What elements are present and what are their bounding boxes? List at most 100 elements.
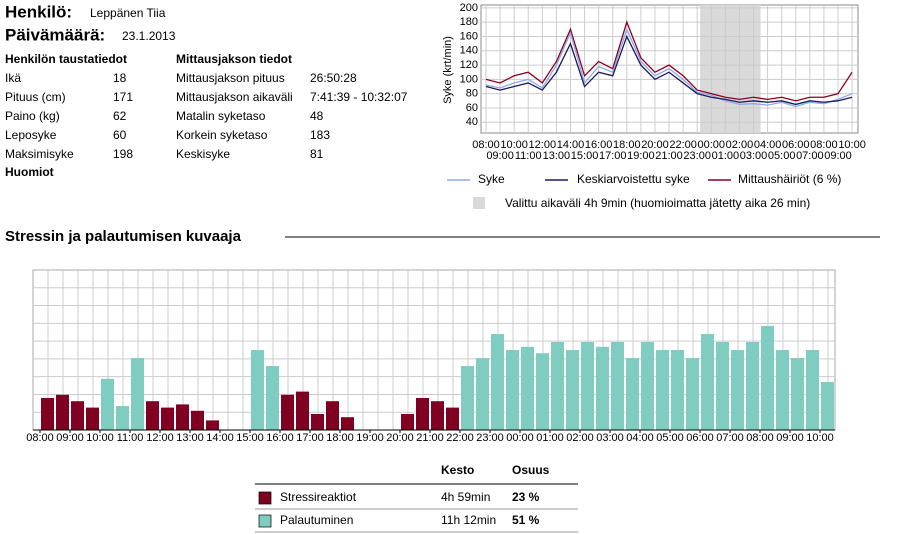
info-value: 7:41:39 - 10:32:07 (310, 90, 408, 104)
x-tick-label: 18:00 (326, 432, 354, 444)
x-tick-label: 04:00 (626, 432, 654, 444)
bar (746, 342, 759, 430)
bar (626, 358, 639, 430)
bar (731, 350, 744, 430)
x-tick-label: 10:00 (500, 139, 528, 151)
y-axis-label: Syke (krt/min) (442, 36, 454, 104)
summary-header: Osuus (512, 463, 550, 477)
bar (251, 350, 264, 430)
info-value: 18 (113, 71, 127, 85)
x-tick-label: 10:00 (806, 432, 834, 444)
bar (611, 342, 624, 430)
bar (146, 401, 159, 430)
y-tick-label: 40 (466, 116, 478, 128)
bar (656, 350, 669, 430)
bar (686, 358, 699, 430)
bar (86, 407, 99, 430)
x-tick-label: 01:00 (712, 150, 740, 162)
bar (296, 391, 309, 430)
bar (311, 414, 324, 430)
bar (266, 366, 279, 430)
summary-duration: 11h 12min (441, 513, 496, 527)
bar (476, 358, 489, 430)
legend-swatch (258, 491, 272, 505)
y-tick-label: 200 (460, 2, 478, 14)
x-tick-label: 14:00 (206, 432, 234, 444)
x-tick-label: 22:00 (446, 432, 474, 444)
x-tick-label: 09:00 (824, 150, 852, 162)
bar (536, 353, 549, 430)
info-label: Keskisyke (176, 147, 230, 161)
x-tick-label: 15:00 (571, 150, 599, 162)
person-name: Leppänen Tiia (90, 6, 166, 20)
info-label: Leposyke (5, 128, 57, 142)
x-tick-label: 04:00 (754, 139, 782, 151)
background-title: Henkilön taustatiedot (5, 52, 127, 66)
x-tick-label: 19:00 (627, 150, 655, 162)
bar (161, 407, 174, 430)
y-tick-label: 120 (460, 59, 478, 71)
x-tick-label: 08:00 (472, 139, 500, 151)
bar (191, 410, 204, 430)
y-tick-label: 80 (466, 88, 478, 100)
bar (641, 342, 654, 430)
bar (551, 342, 564, 430)
x-tick-label: 10:00 (86, 432, 114, 444)
bar (116, 406, 129, 430)
bar (791, 358, 804, 430)
x-tick-label: 19:00 (356, 432, 384, 444)
y-tick-label: 140 (460, 45, 478, 57)
bar (176, 404, 189, 430)
bar (41, 398, 54, 430)
x-tick-label: 13:00 (543, 150, 571, 162)
x-tick-label: 09:00 (486, 150, 514, 162)
bar (581, 342, 594, 430)
legend-label: Valittu aikaväli 4h 9min (huomioimatta j… (505, 196, 810, 210)
x-tick-label: 20:00 (641, 139, 669, 151)
x-tick-label: 21:00 (655, 150, 683, 162)
bar (821, 382, 834, 430)
x-tick-label: 09:00 (56, 432, 84, 444)
x-tick-label: 05:00 (656, 432, 684, 444)
x-tick-label: 10:00 (838, 139, 866, 151)
x-tick-label: 17:00 (599, 150, 627, 162)
hr-line (485, 20, 853, 102)
bar (671, 350, 684, 430)
x-tick-label: 16:00 (266, 432, 294, 444)
x-tick-label: 18:00 (613, 139, 641, 151)
legend-swatch (473, 197, 485, 209)
bar (431, 401, 444, 430)
bar (506, 350, 519, 430)
x-tick-label: 22:00 (669, 139, 697, 151)
bar (596, 346, 609, 430)
x-tick-label: 15:00 (236, 432, 264, 444)
summary-share: 23 % (512, 490, 540, 504)
x-tick-label: 12:00 (529, 139, 557, 151)
measurement-title: Mittausjakson tiedot (176, 52, 292, 66)
hr-line (485, 34, 853, 106)
x-tick-label: 17:00 (296, 432, 324, 444)
legend-label: Mittaushäiriöt (6 %) (738, 172, 841, 186)
bar (521, 346, 534, 430)
info-value: 171 (113, 90, 133, 104)
summary-duration: 4h 59min (441, 490, 490, 504)
date: 23.1.2013 (122, 29, 176, 43)
bar (716, 342, 729, 430)
date-label: Päivämäärä: (5, 25, 105, 44)
info-label: Ikä (5, 71, 21, 85)
x-tick-label: 05:00 (768, 150, 796, 162)
x-tick-label: 07:00 (796, 150, 824, 162)
bar (806, 350, 819, 430)
bar (446, 407, 459, 430)
legend-swatch (258, 514, 272, 528)
x-tick-label: 09:00 (776, 432, 804, 444)
y-tick-label: 60 (466, 102, 478, 114)
x-tick-label: 06:00 (782, 139, 810, 151)
summary-label: Stressireaktiot (280, 490, 357, 504)
x-tick-label: 07:00 (716, 432, 744, 444)
info-label: Mittausjakson pituus (176, 71, 285, 85)
summary-header: Kesto (441, 463, 474, 477)
y-tick-label: 180 (460, 16, 478, 28)
bar (761, 326, 774, 430)
